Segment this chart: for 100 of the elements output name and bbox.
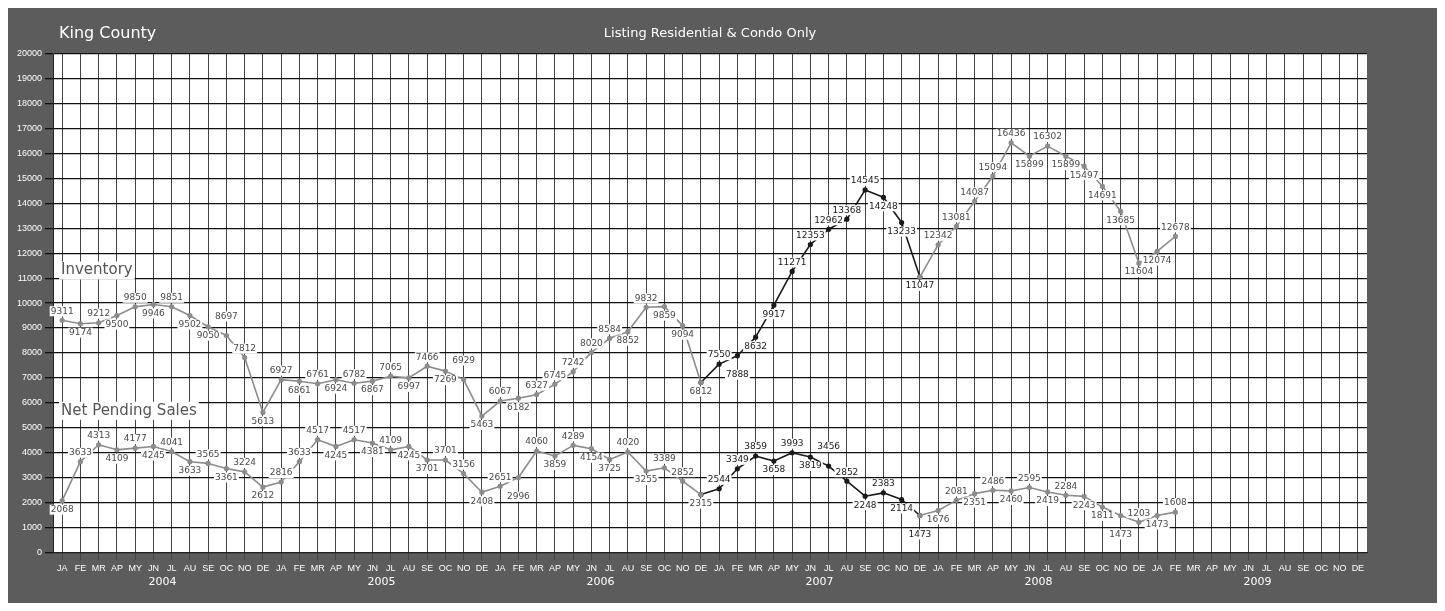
- data-label: 4154: [579, 452, 604, 463]
- data-label: 7466: [415, 351, 439, 362]
- x-tick-label: MY: [347, 563, 361, 574]
- data-label: 6182: [506, 401, 530, 412]
- x-tick-label: FE: [731, 563, 744, 574]
- data-label: 4517: [342, 425, 366, 436]
- x-tick-label: DE: [1132, 563, 1146, 574]
- data-label: 6782: [342, 368, 366, 379]
- text: 2005: [367, 575, 396, 589]
- data-label: 7550: [707, 349, 731, 360]
- data-label: 9311: [50, 305, 74, 316]
- y-tick-label: 1000: [22, 521, 43, 532]
- data-label: 12962: [814, 214, 843, 225]
- x-tick-label: AU: [621, 563, 635, 574]
- y-tick-label: 18000: [17, 98, 43, 109]
- data-label: 2419: [1036, 495, 1060, 506]
- data-label: 3993: [780, 438, 804, 449]
- x-tick-label: MY: [1004, 563, 1018, 574]
- x-tick-label: FE: [293, 563, 306, 574]
- data-label: 12342: [923, 230, 953, 241]
- data-label: 13081: [942, 211, 971, 222]
- x-tick-label: MY: [785, 563, 799, 574]
- y-tick-label: 10000: [17, 297, 43, 308]
- data-label: 2284: [1054, 480, 1078, 491]
- x-tick-label: JL: [166, 563, 177, 574]
- x-tick-label: DE: [256, 563, 270, 574]
- data-label: 2351: [963, 496, 987, 507]
- x-tick-label: JN: [1023, 563, 1035, 574]
- x-tick-label: OC: [1095, 563, 1110, 574]
- data-label: 12678: [1161, 221, 1190, 232]
- data-label: 4245: [397, 449, 421, 460]
- x-tick-label: AP: [1205, 563, 1218, 574]
- x-tick-label: NO: [237, 563, 252, 574]
- data-label: 4109: [379, 435, 403, 446]
- data-label: 9917: [762, 308, 786, 319]
- data-label: 4060: [525, 436, 549, 447]
- x-tick-label: DE: [475, 563, 489, 574]
- y-tick-label: 11000: [17, 272, 43, 283]
- y-tick-label: 3000: [22, 471, 43, 482]
- data-label: 4381: [360, 446, 384, 457]
- data-label: 2408: [470, 495, 494, 506]
- data-label: 8584: [598, 323, 622, 334]
- data-label: 7812: [233, 342, 257, 353]
- data-label: 3156: [452, 458, 476, 469]
- data-label: 9500: [105, 318, 129, 329]
- chart-subtitle: Listing Residential & Condo Only: [603, 25, 817, 41]
- data-label: 9212: [87, 308, 111, 319]
- y-tick-label: 9000: [22, 322, 43, 333]
- x-tick-label: NO: [1113, 563, 1128, 574]
- data-label: 12353: [796, 229, 825, 240]
- y-tick-label: 14000: [17, 197, 43, 208]
- data-label: 4289: [561, 430, 585, 441]
- x-tick-label: JA: [713, 563, 725, 574]
- x-tick-label: SE: [1078, 563, 1091, 574]
- text: 2008: [1024, 575, 1053, 589]
- x-tick-label: AP: [767, 563, 780, 574]
- data-label: 8020: [579, 337, 604, 348]
- data-label: 12074: [1142, 254, 1172, 265]
- data-label: 9174: [68, 327, 93, 338]
- data-label: 2996: [506, 490, 531, 501]
- data-label: 7269: [433, 374, 458, 385]
- data-label: 2612: [251, 490, 275, 501]
- data-label: 2114: [890, 502, 914, 513]
- data-label: 9094: [671, 329, 695, 340]
- data-label: 6812: [689, 385, 713, 396]
- x-tick-label: JL: [1261, 563, 1272, 574]
- data-label: 4313: [87, 430, 111, 441]
- data-label: 5463: [470, 419, 494, 430]
- data-label: 6929: [452, 354, 476, 365]
- y-tick-label: 20000: [17, 48, 43, 59]
- x-tick-label: JN: [585, 563, 597, 574]
- data-label: 1676: [926, 513, 950, 524]
- x-tick-label: MR: [529, 563, 545, 574]
- data-label: 8632: [744, 340, 768, 351]
- x-tick-label: AU: [840, 563, 854, 574]
- data-label: 9859: [652, 309, 677, 320]
- data-label: 2248: [853, 499, 877, 510]
- x-tick-label: JL: [604, 563, 615, 574]
- data-label: 14545: [850, 175, 880, 186]
- data-label: 14691: [1088, 189, 1117, 200]
- data-label: 3361: [214, 471, 238, 482]
- data-label: 3819: [798, 460, 823, 471]
- data-label: 6745: [543, 369, 567, 380]
- x-tick-label: AP: [329, 563, 342, 574]
- data-label: 3349: [725, 454, 750, 465]
- y-tick-label: 2000: [22, 496, 43, 507]
- data-label: 5613: [251, 415, 275, 426]
- data-label: 6924: [324, 383, 348, 394]
- x-tick-label: MR: [1186, 563, 1202, 574]
- data-label: 2486: [981, 475, 1005, 486]
- y-tick-label: 4000: [22, 447, 43, 458]
- x-tick-label: OC: [876, 563, 891, 574]
- x-tick-label: MY: [1223, 563, 1237, 574]
- data-label: 3633: [178, 465, 202, 476]
- x-tick-label: OC: [1314, 563, 1329, 574]
- data-label: 2243: [1072, 499, 1096, 510]
- x-tick-label: FE: [512, 563, 525, 574]
- x-tick-label: AU: [183, 563, 197, 574]
- data-label: 1608: [1163, 497, 1188, 508]
- text: 2004: [148, 575, 177, 589]
